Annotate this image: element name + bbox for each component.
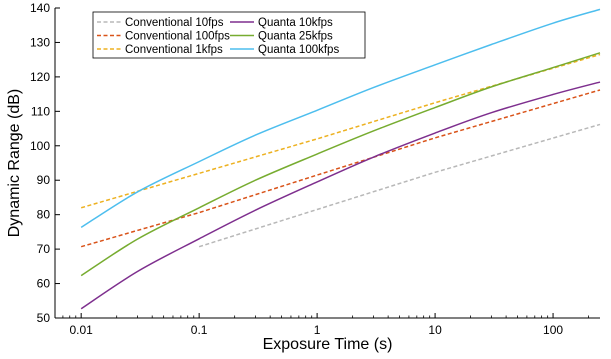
legend-label: Conventional 1kfps bbox=[125, 44, 223, 56]
legend-label: Quanta 25kfps bbox=[258, 31, 333, 43]
legend-label: Conventional 100fps bbox=[125, 31, 230, 43]
series-line-quanta-100kfps bbox=[80, 8, 601, 229]
series-line-quanta-25kfps bbox=[80, 52, 601, 277]
y-tick-label: 110 bbox=[31, 104, 50, 118]
y-tick-label: 70 bbox=[37, 242, 51, 256]
legend: Conventional 10fps Conventional 100fpsCon… bbox=[92, 11, 366, 59]
y-tick-label: 140 bbox=[30, 1, 50, 15]
y-tick-label: 80 bbox=[37, 208, 51, 222]
x-tick-label: 1 bbox=[314, 323, 321, 337]
y-tick-label: 60 bbox=[37, 277, 51, 291]
x-axis-title: Exposure Time (s) bbox=[263, 336, 393, 353]
y-tick-label: 100 bbox=[30, 139, 50, 153]
series-line-quanta-10kfps bbox=[80, 81, 601, 310]
series-lines bbox=[80, 8, 601, 310]
y-axis-title: Dynamic Range (dB) bbox=[6, 89, 23, 238]
series-line-conventional-100fps bbox=[80, 89, 601, 248]
x-tick-label: 0.01 bbox=[69, 323, 93, 337]
x-tick-label: 10 bbox=[428, 323, 442, 337]
y-tick-label: 130 bbox=[30, 35, 50, 49]
y-tick-label: 120 bbox=[30, 70, 50, 84]
y-tick-label: 90 bbox=[37, 173, 51, 187]
x-tick-label: 0.1 bbox=[191, 323, 208, 337]
series-line-conventional-10fps bbox=[198, 123, 601, 248]
legend-label: Conventional 10fps bbox=[125, 17, 224, 29]
legend-box bbox=[92, 11, 366, 59]
x-tick-label: 100 bbox=[543, 323, 563, 337]
y-tick-label: 50 bbox=[37, 311, 51, 325]
legend-label: Quanta 100kfps bbox=[258, 44, 339, 56]
legend-label: Quanta 10kfps bbox=[258, 17, 333, 29]
